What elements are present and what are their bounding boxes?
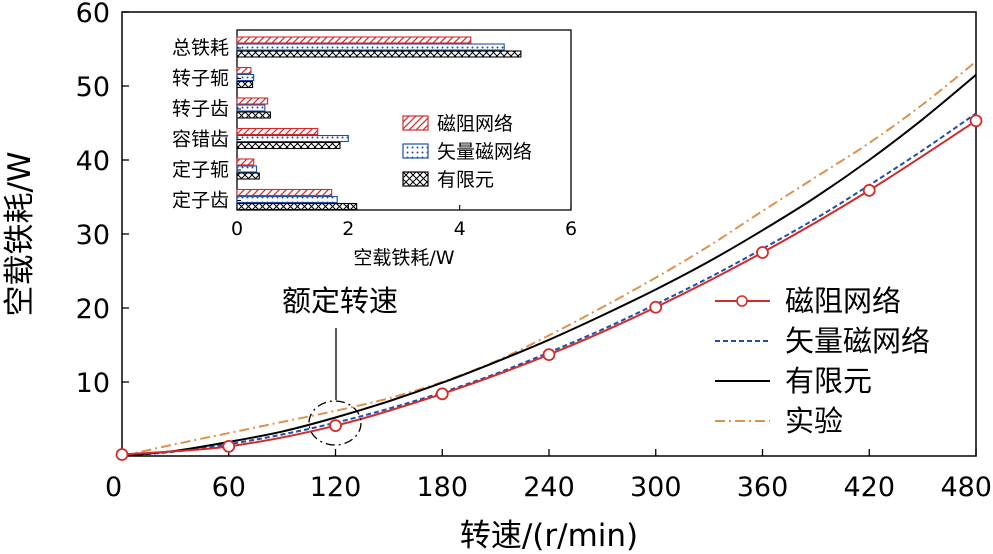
legend-label-vector: 矢量磁网络 [785,324,930,358]
inset-category-label: 定子齿 [172,190,229,212]
y-tick-label: 20 [76,294,110,325]
inset-bar-vector [236,73,255,82]
x-tick-label: 480 [940,472,992,503]
inset-bar-fem [236,111,271,119]
inset-bar-fem [236,202,358,211]
inset-bar-reluctance [236,158,255,166]
inset-bar-fem [236,80,254,89]
legend-marker-reluctance [736,295,748,307]
y-tick-label: 30 [76,220,110,251]
data-point-reluctance [115,448,129,461]
data-point-reluctance [542,348,556,362]
data-point-reluctance [969,114,983,128]
series-line-experiment [121,60,977,457]
data-point-reluctance [756,246,769,259]
legend-label-experiment: 实验 [785,404,843,438]
x-tick-label: 120 [310,472,362,503]
inset-legend-item-fem: 有限元 [402,169,494,191]
inset-bar-reluctance [236,127,319,136]
legend-label-fem: 有限元 [785,364,872,398]
x-tick-label: 240 [523,472,575,503]
inset-bars [236,36,522,211]
inset-bar-vector [236,134,349,143]
inset-x-tick-label: 4 [454,218,466,240]
x-axis-label: 转速/(r/min) [460,518,638,554]
inset-legend: 磁阻网络 矢量磁网络 有限元 [402,113,532,191]
inset-bar-fem [236,50,522,58]
x-tick-label: 60 [212,472,246,503]
inset-bar-vector [236,195,338,204]
inset-x-tick-label: 2 [342,218,354,240]
inset-bar-reluctance [236,188,333,197]
inset-legend-swatch-fem [402,171,429,187]
x-tick-label: 0 [105,472,122,503]
data-point-reluctance [329,419,342,433]
y-tick-label: 50 [76,72,110,103]
inset-legend-item-reluctance: 磁阻网络 [402,113,513,135]
legend-item-vector: 矢量磁网络 [715,324,930,358]
data-point-reluctance [862,183,876,197]
inset-bar-fem [236,141,341,150]
legend-item-reluctance: 磁阻网络 [715,284,901,318]
inset-category-label: 容错齿 [172,129,229,151]
legend-item-fem: 有限元 [715,364,872,398]
inset-legend-label-reluctance: 磁阻网络 [437,113,513,135]
inset-category-label: 转子齿 [172,98,229,120]
inset-bar-vector [236,43,505,51]
inset-category-label: 总铁耗 [172,37,229,59]
inset-x-axis-label: 空载铁耗/W [353,247,454,269]
rated-speed-circle [308,400,362,446]
series-line-fem [121,74,977,457]
inset-bar-vector [236,104,266,112]
inset-x-tick-label: 6 [565,218,577,240]
inset-legend-label-fem: 有限元 [437,169,494,191]
y-tick-label: 40 [76,146,110,177]
inset-category-label: 转子轭 [172,68,229,90]
legend-label-reluctance: 磁阻网络 [785,284,901,318]
y-tick-label: 10 [76,368,110,399]
y-tick-label: 60 [76,0,110,29]
inset-legend-swatch-reluctance [402,115,429,131]
legend-item-experiment: 实验 [715,404,843,438]
inset-legend-label-vector: 矢量磁网络 [437,141,532,163]
inset-legend-swatch-vector [402,143,429,159]
x-tick-label: 300 [630,472,682,503]
data-point-reluctance [649,300,663,314]
inset-category-label: 定子轭 [172,159,229,181]
main-series [115,60,983,461]
inset-legend-item-vector: 矢量磁网络 [402,141,532,163]
data-point-reluctance [222,439,236,453]
inset-bar-reluctance [236,97,269,105]
inset-bar-fem [236,172,260,180]
inset-x-tick-label: 0 [231,218,243,240]
y-axis-label: 空载铁耗/W [2,151,38,316]
x-tick-label: 180 [416,472,468,503]
data-point-reluctance [435,387,449,401]
rated-speed-annotation: 额定转速 [282,284,398,318]
main-legend: 磁阻网络 矢量磁网络 有限元 实验 [715,284,930,438]
inset-bar-vector [236,165,258,173]
x-tick-label: 420 [843,472,895,503]
inset-bar-reluctance [236,36,472,44]
x-tick-label: 360 [737,472,789,503]
inset-bar-reluctance [236,66,252,75]
